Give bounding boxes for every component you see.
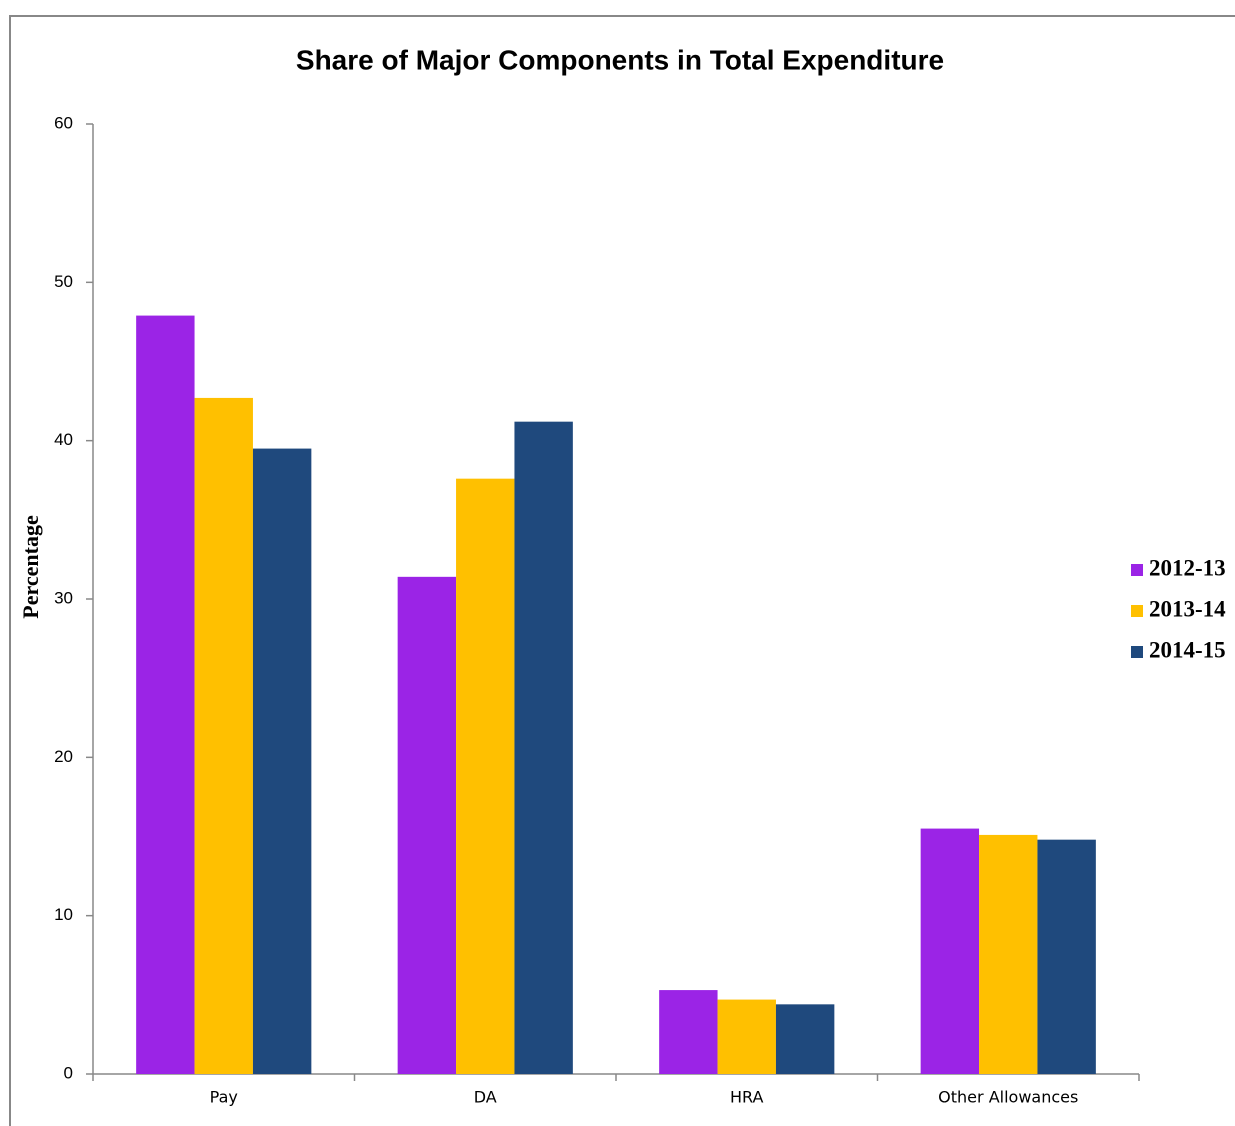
legend-label: 2012-13 [1149, 555, 1226, 580]
y-tick-label: 30 [54, 588, 73, 607]
y-tick-label: 20 [54, 747, 73, 766]
bar [1037, 839, 1096, 1074]
bar [194, 397, 253, 1075]
bar [717, 999, 776, 1074]
legend-swatch [1131, 605, 1143, 617]
bar [920, 828, 980, 1074]
y-tick-label: 40 [54, 430, 73, 449]
y-tick-label: 0 [64, 1063, 73, 1082]
bar [397, 576, 457, 1074]
bar [775, 1004, 835, 1074]
y-tick-label: 50 [54, 272, 73, 291]
bar [514, 421, 573, 1075]
x-tick-label: HRA [730, 1088, 764, 1107]
bar [659, 990, 718, 1074]
x-tick-label: DA [474, 1088, 497, 1107]
bar [456, 478, 515, 1075]
bar [136, 315, 195, 1074]
chart-frame [9, 15, 1235, 1126]
legend-swatch [1131, 564, 1143, 576]
legend-label: 2014-15 [1149, 637, 1226, 662]
y-axis-label: Percentage [18, 515, 43, 619]
y-tick-label: 10 [54, 905, 73, 924]
chart-title: Share of Major Components in Total Expen… [296, 44, 944, 75]
legend-label: 2013-14 [1149, 596, 1226, 621]
y-tick-label: 60 [54, 113, 73, 132]
x-tick-label: Other Allowances [938, 1088, 1078, 1107]
x-tick-label: Pay [210, 1088, 238, 1107]
bar [252, 448, 312, 1074]
bar [979, 834, 1038, 1074]
legend-swatch [1131, 646, 1143, 658]
